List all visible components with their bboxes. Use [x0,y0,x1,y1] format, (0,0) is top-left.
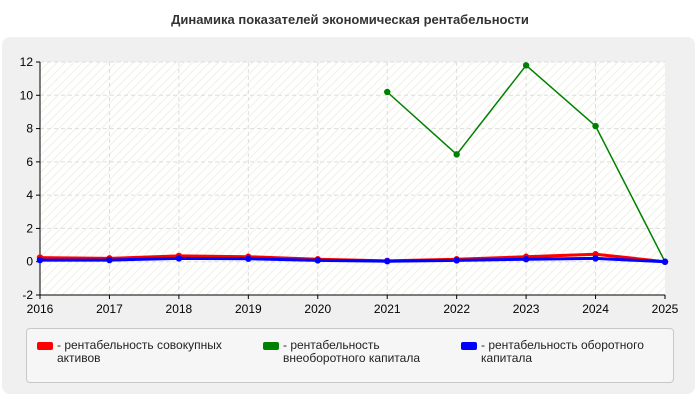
data-point-fixed-capital[interactable] [384,88,391,96]
y-tick-label: 8 [26,122,33,136]
x-tick-label: 2019 [235,302,262,316]
legend-item-fixed-capital[interactable]: - рентабельность внеоборотного капитала [263,339,463,365]
legend-swatch-working-capital [461,342,477,350]
data-point-working-capital[interactable] [36,256,44,264]
legend-item-assets[interactable]: - рентабельность совокупных активов [37,339,237,365]
legend-item-working-capital[interactable]: - рентабельность оборотного капитала [461,339,661,365]
data-point-working-capital[interactable] [314,257,321,264]
legend-swatch-assets [37,342,53,350]
y-tick-label: 2 [26,221,33,235]
data-point-working-capital[interactable] [592,255,599,262]
axes: -2 0 2 4 6 8 10 12 2016 2017 2018 2019 2020 2021 2022 2… [20,55,679,316]
x-tick-label: 2023 [513,302,540,316]
data-point-working-capital[interactable] [453,257,460,264]
legend-label-working-capital: - рентабельность оборотного капитала [481,338,644,365]
data-point-fixed-capital[interactable] [592,122,599,130]
data-point-working-capital[interactable] [245,255,252,262]
series-line-working-capital [40,256,666,264]
data-point-working-capital[interactable] [175,255,183,262]
y-tick-label: 12 [20,55,34,69]
x-tick-label: 2022 [443,302,470,316]
y-tick-label: 0 [26,255,33,269]
legend-label-assets: - рентабельность совокупных активов [57,338,222,365]
data-point-working-capital[interactable] [522,256,530,263]
x-tick-label: 2025 [652,302,679,316]
data-point-fixed-capital[interactable] [453,151,460,158]
series-group [36,62,669,265]
data-point-working-capital[interactable] [106,256,113,264]
x-tick-label: 2018 [166,302,193,316]
data-point-working-capital[interactable] [661,258,669,265]
x-tick-label: 2017 [96,302,123,316]
y-tick-label: 10 [20,88,34,102]
legend-swatch-fixed-capital [263,342,279,350]
x-tick-label: 2016 [27,302,54,316]
data-point-fixed-capital[interactable] [522,62,530,69]
x-tick-label: 2020 [304,302,331,316]
y-tick-label: 4 [26,188,33,202]
y-tick-label: 6 [26,155,33,169]
series-working-capital [36,255,669,265]
chart-title: Динамика показателей экономическая рента… [171,12,529,27]
y-tick-label: -2 [22,288,33,302]
x-tick-label: 2021 [374,302,401,316]
data-point-working-capital[interactable] [384,258,391,265]
legend-label-fixed-capital: - рентабельность внеоборотного капитала [283,338,420,365]
legend: - рентабельность совокупных активов - ре… [26,328,674,383]
x-tick-label: 2024 [582,302,609,316]
